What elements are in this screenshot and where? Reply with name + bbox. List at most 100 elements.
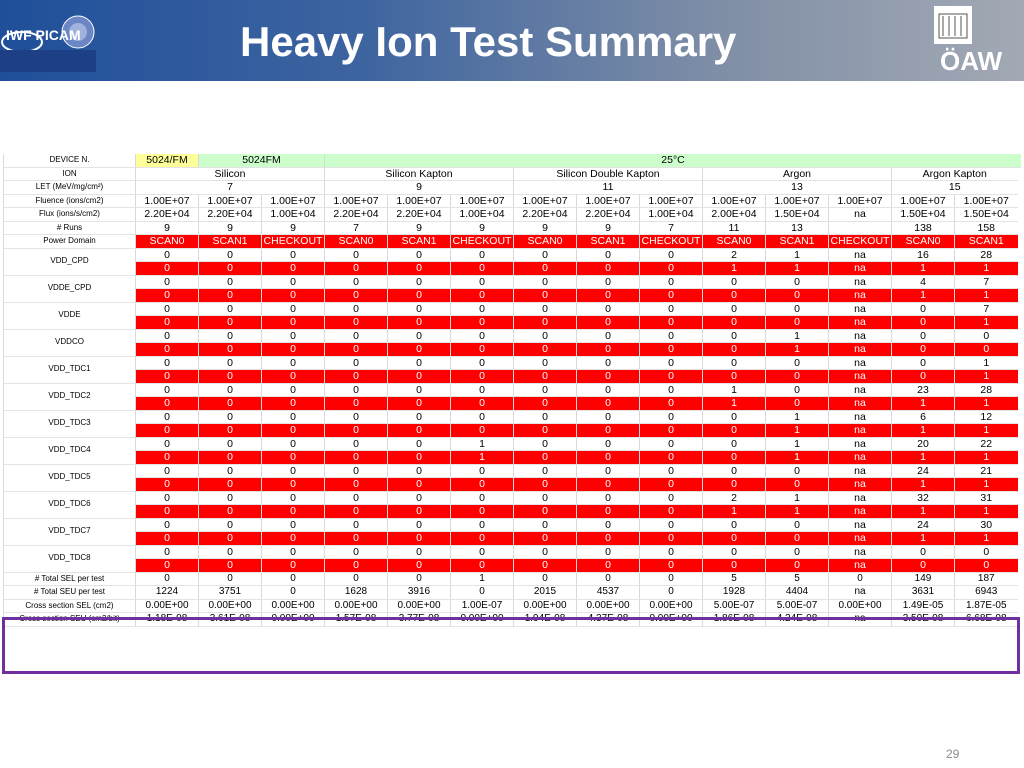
seu-cell: 1 — [891, 288, 955, 303]
sel-cell: 0 — [135, 410, 199, 424]
sel-cell: 0 — [387, 491, 451, 505]
row-label: # Total SEU per test — [3, 585, 136, 600]
summary-cell: 1224 — [135, 585, 199, 600]
table-cell: 7 — [324, 221, 388, 235]
sel-cell: 0 — [513, 248, 577, 262]
power-domain-cell: SCAN1 — [198, 234, 262, 249]
sel-cell: 0 — [513, 275, 577, 289]
summary-cell: 5 — [765, 572, 829, 586]
table-cell: 1.00E+07 — [576, 194, 640, 208]
seu-cell: 0 — [576, 423, 640, 438]
table-cell: 13 — [702, 180, 892, 195]
seu-cell: 0 — [576, 342, 640, 357]
seu-cell: 0 — [765, 288, 829, 303]
sel-cell: 16 — [891, 248, 955, 262]
domain-label: VDD_TDC7 — [3, 518, 136, 546]
sel-cell: 0 — [576, 410, 640, 424]
sel-cell: 23 — [891, 383, 955, 397]
sel-cell: 0 — [324, 464, 388, 478]
sel-cell: 0 — [387, 410, 451, 424]
sel-cell: 0 — [513, 302, 577, 316]
seu-cell: 0 — [261, 504, 325, 519]
sel-cell: 24 — [891, 518, 955, 532]
seu-cell: 0 — [387, 504, 451, 519]
summary-cell: 0 — [261, 585, 325, 600]
sel-cell: 6 — [891, 410, 955, 424]
seu-cell: 1 — [891, 450, 955, 465]
sel-cell: 0 — [261, 275, 325, 289]
sel-cell: 0 — [639, 437, 703, 451]
slide-header: IWF PICAM Heavy Ion Test Summary ÖAW — [0, 0, 1024, 81]
seu-cell: 1 — [954, 261, 1018, 276]
summary-cell: 0.00E+00 — [513, 599, 577, 613]
power-domain-cell: SCAN0 — [513, 234, 577, 249]
sel-cell: 22 — [954, 437, 1018, 451]
summary-row: # Total SEU per test 1224 3751 0 1628 3916 0 20… — [3, 585, 1022, 600]
sel-cell: 0 — [387, 329, 451, 343]
sel-cell: 0 — [513, 329, 577, 343]
sel-cell: 0 — [576, 329, 640, 343]
table-cell: Silicon Double Kapton — [513, 167, 703, 181]
seu-cell: 0 — [135, 396, 199, 411]
seu-cell: 0 — [891, 342, 955, 357]
seu-cell: 0 — [513, 369, 577, 384]
sel-cell: 0 — [891, 302, 955, 316]
sel-cell: 0 — [261, 329, 325, 343]
row-label: Power Domain — [3, 234, 136, 249]
sel-cell: 2 — [702, 248, 766, 262]
seu-cell: 0 — [135, 450, 199, 465]
seu-cell: 0 — [513, 396, 577, 411]
table-cell: 5024FM — [198, 154, 325, 168]
sel-cell: 0 — [450, 383, 514, 397]
seu-cell: 0 — [513, 342, 577, 357]
seu-cell: na — [828, 315, 892, 330]
seu-cell: 0 — [387, 450, 451, 465]
table-cell: 1.00E+07 — [450, 194, 514, 208]
seu-cell: 0 — [639, 450, 703, 465]
sel-cell: 0 — [324, 518, 388, 532]
seu-cell: 0 — [198, 261, 262, 276]
sel-cell: 0 — [702, 275, 766, 289]
summary-cell: 149 — [891, 572, 955, 586]
seu-cell: 0 — [387, 261, 451, 276]
seu-cell: 0 — [891, 558, 955, 573]
seu-cell: 1 — [765, 261, 829, 276]
sel-cell: 0 — [261, 437, 325, 451]
sel-cell: 0 — [135, 302, 199, 316]
sel-cell: na — [828, 491, 892, 505]
sel-row: VDDE 0 0 0 0 0 0 0 0 0 0 0 na 0 7 — [3, 302, 1022, 330]
summary-cell: 1628 — [324, 585, 388, 600]
summary-cell: 0 — [828, 572, 892, 586]
summary-cell: 1928 — [702, 585, 766, 600]
summary-cell: 0 — [261, 572, 325, 586]
seu-row: 0 0 0 0 0 1 0 0 0 0 1 na 1 1 — [4, 450, 1022, 465]
table-cell: 158 — [954, 221, 1018, 235]
summary-cell: 5 — [702, 572, 766, 586]
seu-cell: 0 — [135, 531, 199, 546]
seu-cell: 0 — [198, 531, 262, 546]
table-cell: na — [828, 207, 892, 222]
sel-cell: 0 — [261, 248, 325, 262]
table-cell: Argon Kapton — [891, 167, 1018, 181]
table-header-row: Flux (ions/s/cm2) 2.20E+04 2.20E+04 1.00E+0… — [3, 207, 1022, 222]
sel-cell: 0 — [513, 491, 577, 505]
table-cell: 2.20E+04 — [198, 207, 262, 222]
table-cell: 2.20E+04 — [135, 207, 199, 222]
summary-cell: 1.49E-05 — [891, 599, 955, 613]
seu-cell: na — [828, 342, 892, 357]
logo-left-text: IWF PICAM — [6, 27, 81, 43]
power-domain-cell: SCAN1 — [954, 234, 1018, 249]
sel-cell: 0 — [513, 383, 577, 397]
sel-cell: 0 — [639, 464, 703, 478]
seu-cell: 0 — [765, 558, 829, 573]
seu-cell: 1 — [765, 423, 829, 438]
seu-cell: 0 — [324, 504, 388, 519]
sel-cell: 0 — [261, 545, 325, 559]
sel-cell: 0 — [702, 329, 766, 343]
seu-cell: 0 — [324, 423, 388, 438]
sel-cell: 0 — [324, 248, 388, 262]
summary-cell: 5.00E-07 — [702, 599, 766, 613]
sel-cell: na — [828, 302, 892, 316]
sel-cell: 0 — [576, 464, 640, 478]
sel-cell: 1 — [765, 437, 829, 451]
